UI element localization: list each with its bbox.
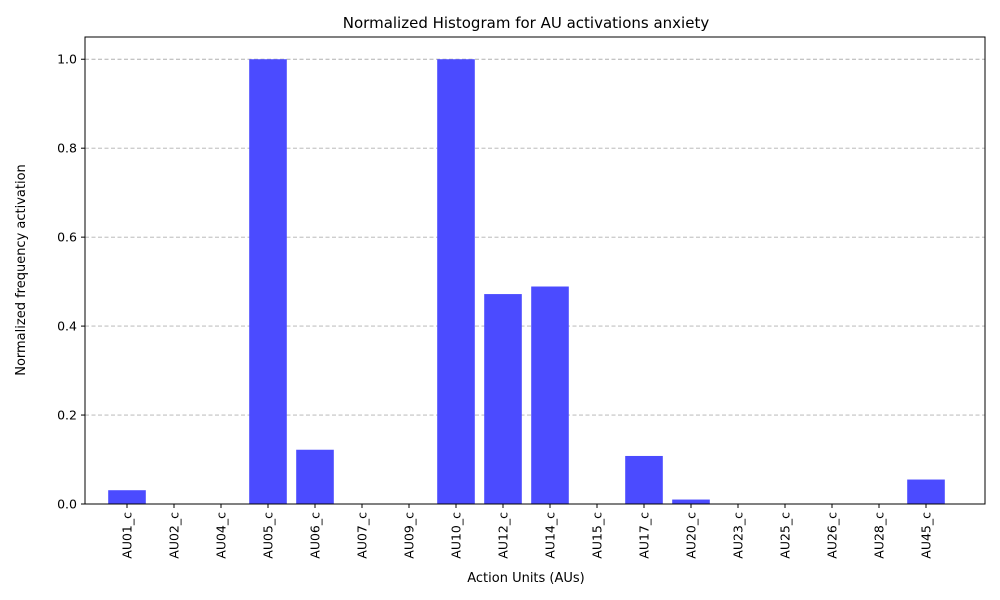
x-tick-label: AU09_c	[402, 512, 417, 559]
x-tick-label: AU02_c	[167, 512, 182, 559]
x-tick-label: AU04_c	[214, 512, 229, 559]
x-tick-label: AU15_c	[590, 512, 605, 559]
y-tick-label: 0.8	[57, 141, 77, 156]
y-axis-label: Normalized frequency activation	[14, 164, 29, 376]
x-tick-label: AU05_c	[261, 512, 276, 559]
y-tick-label: 0.2	[57, 408, 77, 423]
y-tick-label: 0.6	[57, 230, 77, 245]
x-tick-label: AU25_c	[778, 512, 793, 559]
bars-layer	[108, 59, 945, 504]
x-tick-label: AU12_c	[496, 512, 511, 559]
bar-au17-c	[625, 455, 663, 504]
y-axis: 0.0 0.2 0.4 0.6 0.8 1.0	[57, 52, 85, 512]
y-tick-label: 0.4	[57, 319, 77, 334]
chart-title: Normalized Histogram for AU activations …	[343, 14, 710, 32]
plot-frame	[84, 36, 986, 505]
grid-layer	[85, 58, 985, 416]
y-tick-label: 0.0	[57, 497, 77, 512]
bar-au14-c	[531, 286, 569, 504]
x-tick-label: AU06_c	[308, 512, 323, 559]
x-tick-label: AU17_c	[637, 512, 652, 559]
bar-au05-c	[249, 59, 287, 504]
x-tick-label: AU10_c	[449, 512, 464, 559]
x-tick-label: AU26_c	[825, 512, 840, 559]
x-tick-label: AU01_c	[120, 512, 135, 559]
x-tick-label: AU07_c	[355, 512, 370, 559]
x-axis-label: Action Units (AUs)	[467, 571, 585, 586]
x-tick-label: AU20_c	[684, 512, 699, 559]
x-axis: AU01_c AU02_c AU04_c AU05_c AU06_c AU07_c AU09…	[120, 504, 934, 559]
x-tick-label: AU45_c	[919, 512, 934, 559]
x-tick-label: AU14_c	[543, 512, 558, 559]
y-tick-label: 1.0	[57, 52, 77, 67]
bar-au45-c	[907, 479, 945, 504]
bar-au20-c	[672, 499, 710, 504]
bar-au01-c	[108, 490, 146, 504]
bar-au10-c	[437, 59, 475, 504]
bar-au12-c	[484, 294, 522, 504]
bar-au06-c	[296, 449, 334, 504]
x-tick-label: AU28_c	[872, 512, 887, 559]
x-tick-label: AU23_c	[731, 512, 746, 559]
